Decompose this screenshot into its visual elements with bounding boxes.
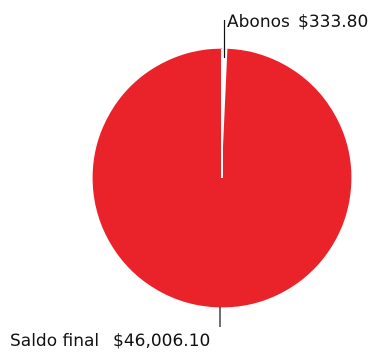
saldo-final-label: Saldo final bbox=[10, 331, 99, 351]
saldo-final-value: $46,006.10 bbox=[113, 331, 210, 351]
pie-slices bbox=[92, 48, 352, 308]
abonos-value: $333.80 bbox=[298, 12, 368, 32]
abonos-label: Abonos bbox=[227, 12, 290, 32]
